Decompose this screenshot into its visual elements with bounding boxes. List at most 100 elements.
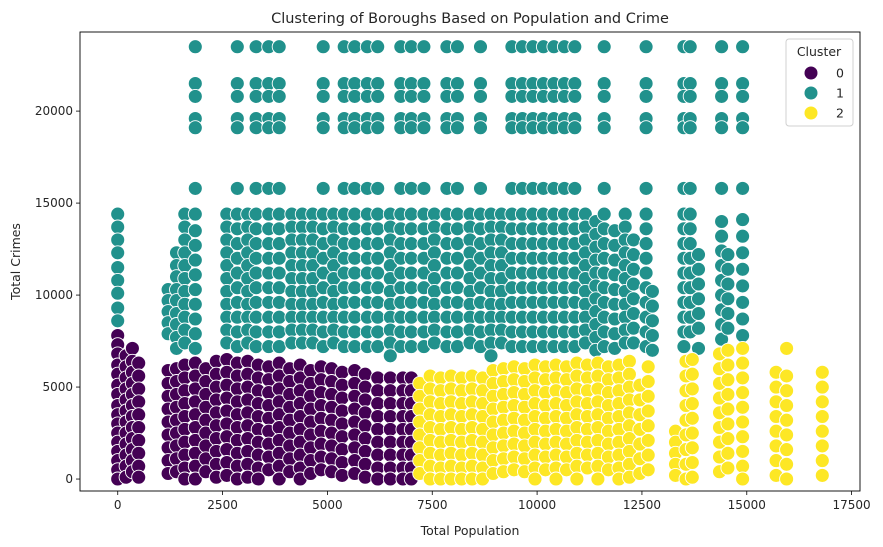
point-cluster-1 <box>403 206 419 222</box>
point-cluster-1 <box>229 39 245 55</box>
point-cluster-2 <box>779 412 795 428</box>
y-tick-label: 20000 <box>35 104 73 118</box>
point-cluster-1 <box>714 88 730 104</box>
point-cluster-2 <box>735 429 751 445</box>
point-cluster-0 <box>382 409 398 424</box>
point-cluster-1 <box>403 324 419 340</box>
point-cluster-1 <box>248 265 264 281</box>
point-cluster-1 <box>720 276 736 292</box>
point-cluster-1 <box>370 250 386 266</box>
point-cluster-1 <box>347 39 363 55</box>
point-cluster-1 <box>567 76 583 91</box>
point-cluster-0 <box>271 471 287 487</box>
point-cluster-1 <box>370 339 386 355</box>
point-cluster-1 <box>370 180 386 196</box>
y-tick-label: 10000 <box>35 288 73 302</box>
x-tick-label: 15000 <box>728 498 766 512</box>
point-cluster-0 <box>131 469 147 485</box>
legend-entries: 0 1 2 <box>804 66 844 121</box>
point-cluster-2 <box>814 453 830 469</box>
point-cluster-1 <box>187 267 203 283</box>
point-cluster-2 <box>640 462 656 478</box>
point-cluster-1 <box>248 120 264 136</box>
point-cluster-1 <box>347 339 363 355</box>
point-cluster-1 <box>382 348 398 364</box>
point-cluster-1 <box>682 39 698 55</box>
point-cluster-1 <box>626 335 641 351</box>
point-cluster-1 <box>187 76 203 91</box>
point-cluster-1 <box>370 236 386 252</box>
point-cluster-1 <box>473 120 488 136</box>
point-cluster-1 <box>110 300 126 316</box>
point-cluster-0 <box>334 442 350 458</box>
point-cluster-1 <box>110 313 126 329</box>
legend-marker-cluster-1 <box>804 86 818 100</box>
x-tick-label: 10000 <box>518 498 556 512</box>
point-cluster-1 <box>638 265 654 281</box>
point-cluster-2 <box>814 467 830 483</box>
point-cluster-1 <box>720 247 736 263</box>
y-tick-label: 0 <box>65 472 73 486</box>
point-cluster-0 <box>357 469 373 485</box>
point-cluster-1 <box>638 120 654 136</box>
point-cluster-1 <box>403 39 419 55</box>
point-cluster-0 <box>357 392 373 408</box>
point-cluster-1 <box>449 324 465 340</box>
point-cluster-1 <box>248 280 264 296</box>
point-cluster-1 <box>720 291 736 307</box>
point-cluster-2 <box>684 455 700 470</box>
series-cluster-2 <box>412 340 830 487</box>
legend-marker-cluster-0 <box>804 66 818 80</box>
point-cluster-1 <box>473 76 488 91</box>
point-cluster-1 <box>347 280 363 296</box>
point-cluster-0 <box>382 370 398 386</box>
point-cluster-1 <box>735 328 751 343</box>
point-cluster-0 <box>370 434 386 450</box>
point-cluster-2 <box>640 447 656 463</box>
point-cluster-0 <box>131 355 147 371</box>
point-cluster-2 <box>640 403 656 419</box>
point-cluster-2 <box>779 398 795 413</box>
point-cluster-1 <box>644 298 660 314</box>
point-cluster-1 <box>682 76 698 91</box>
y-tick-label: 15000 <box>35 196 73 210</box>
point-cluster-1 <box>449 250 465 266</box>
point-cluster-2 <box>640 388 656 404</box>
point-cluster-0 <box>131 394 147 410</box>
point-cluster-1 <box>682 236 698 252</box>
point-cluster-1 <box>347 76 363 91</box>
point-cluster-1 <box>596 39 612 55</box>
point-cluster-2 <box>548 471 564 487</box>
point-cluster-0 <box>357 418 373 434</box>
point-cluster-1 <box>626 247 641 263</box>
point-cluster-1 <box>638 236 654 252</box>
point-cluster-2 <box>720 445 736 461</box>
point-cluster-1 <box>187 237 203 253</box>
series-cluster-1 <box>110 39 751 364</box>
point-cluster-1 <box>347 120 363 136</box>
point-cluster-1 <box>735 228 751 244</box>
point-cluster-0 <box>334 377 350 393</box>
point-cluster-1 <box>271 250 287 266</box>
point-cluster-1 <box>403 339 419 355</box>
point-cluster-0 <box>382 471 398 487</box>
point-cluster-1 <box>483 348 499 364</box>
point-cluster-1 <box>676 339 692 355</box>
point-cluster-1 <box>370 294 386 310</box>
point-cluster-1 <box>735 261 751 277</box>
point-cluster-0 <box>357 405 373 421</box>
point-cluster-1 <box>626 291 641 307</box>
point-cluster-2 <box>779 427 795 443</box>
point-cluster-1 <box>110 245 126 261</box>
point-cluster-1 <box>596 76 612 91</box>
point-cluster-1 <box>682 88 698 104</box>
point-cluster-1 <box>617 206 633 222</box>
point-cluster-0 <box>357 431 373 447</box>
point-cluster-1 <box>271 180 287 196</box>
point-cluster-1 <box>370 309 386 325</box>
point-cluster-1 <box>714 76 730 91</box>
point-cluster-1 <box>449 265 465 281</box>
x-tick-label: 17500 <box>833 498 871 512</box>
point-cluster-1 <box>473 180 488 196</box>
